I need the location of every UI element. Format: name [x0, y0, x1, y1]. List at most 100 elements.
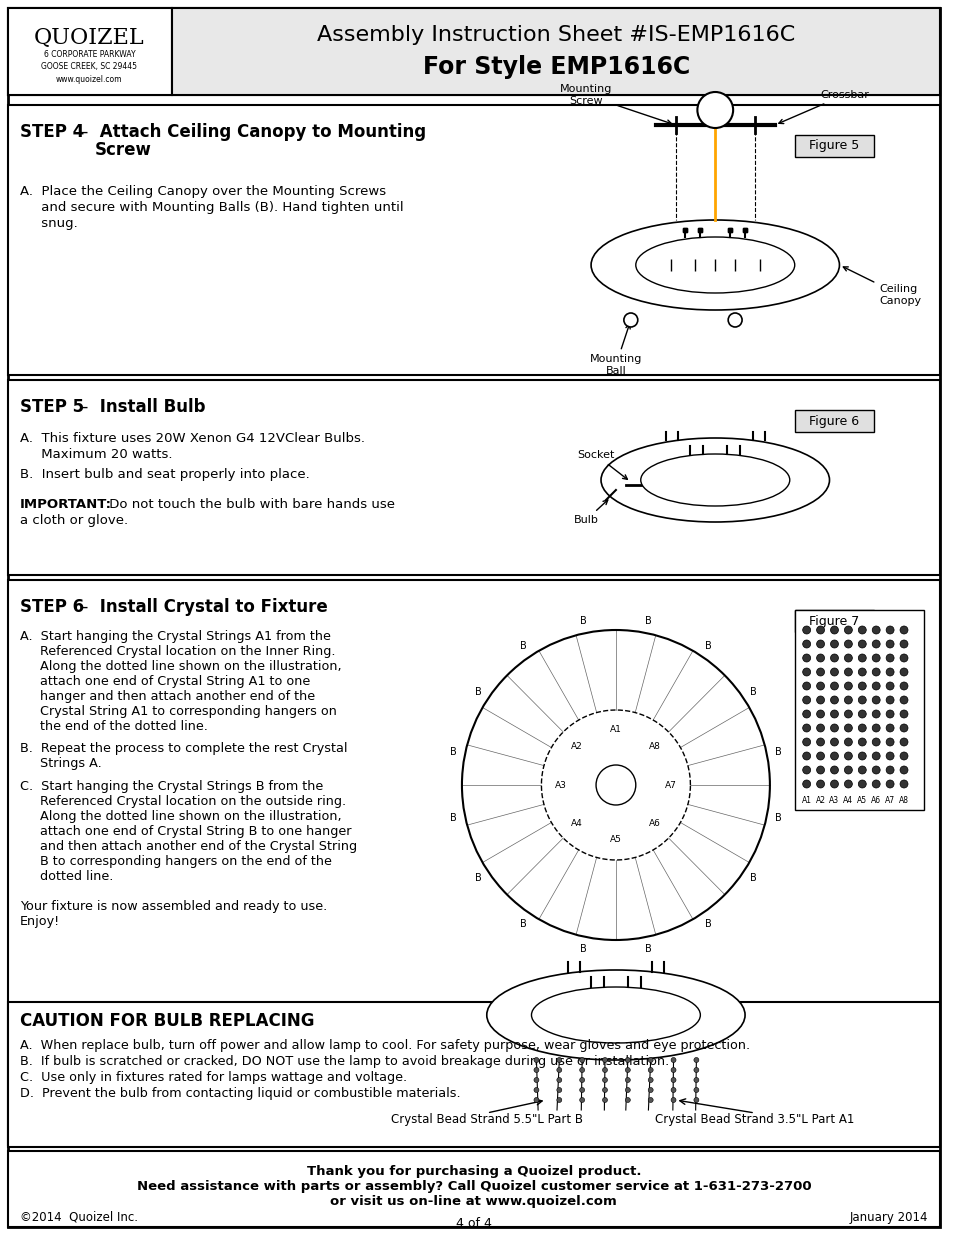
Circle shape	[647, 1088, 653, 1093]
Circle shape	[858, 781, 865, 788]
Circle shape	[830, 752, 838, 760]
Circle shape	[899, 682, 907, 690]
FancyBboxPatch shape	[8, 7, 939, 1228]
Circle shape	[557, 1057, 561, 1062]
FancyBboxPatch shape	[8, 380, 939, 576]
Text: B: B	[775, 747, 781, 757]
Circle shape	[557, 1067, 561, 1072]
Circle shape	[830, 724, 838, 732]
Circle shape	[858, 697, 865, 704]
Circle shape	[801, 766, 810, 774]
Text: B: B	[450, 747, 456, 757]
FancyBboxPatch shape	[8, 7, 172, 95]
Text: snug.: snug.	[20, 217, 77, 230]
Circle shape	[871, 626, 880, 634]
FancyBboxPatch shape	[8, 105, 939, 375]
Text: D.  Prevent the bulb from contacting liquid or combustible materials.: D. Prevent the bulb from contacting liqu…	[20, 1087, 460, 1100]
Circle shape	[843, 752, 851, 760]
Circle shape	[579, 1057, 584, 1062]
Circle shape	[871, 781, 880, 788]
Text: Strings A.: Strings A.	[20, 757, 102, 769]
Text: or visit us on-line at www.quoizel.com: or visit us on-line at www.quoizel.com	[330, 1195, 617, 1208]
Text: B: B	[644, 944, 651, 953]
Circle shape	[647, 1098, 653, 1103]
Circle shape	[871, 668, 880, 676]
Circle shape	[816, 739, 823, 746]
Circle shape	[461, 630, 769, 940]
Circle shape	[579, 1098, 584, 1103]
Circle shape	[727, 312, 741, 327]
Text: Screw: Screw	[94, 141, 152, 159]
Circle shape	[801, 655, 810, 662]
Text: A.  This fixture uses 20W Xenon G4 12VClear Bulbs.: A. This fixture uses 20W Xenon G4 12VCle…	[20, 432, 364, 445]
Circle shape	[816, 655, 823, 662]
Text: Crystal Bead Strand 3.5"L Part A1: Crystal Bead Strand 3.5"L Part A1	[655, 1114, 854, 1126]
Text: 6 CORPORATE PARKWAY
GOOSE CREEK, SC 29445
www.quoizel.com: 6 CORPORATE PARKWAY GOOSE CREEK, SC 2944…	[41, 49, 137, 84]
Text: A5: A5	[857, 797, 866, 805]
Circle shape	[693, 1067, 699, 1072]
Text: hanger and then attach another end of the: hanger and then attach another end of th…	[20, 690, 314, 703]
Circle shape	[801, 668, 810, 676]
Text: ©2014  Quoizel Inc.: ©2014 Quoizel Inc.	[20, 1212, 138, 1224]
Text: January 2014: January 2014	[848, 1212, 927, 1224]
Circle shape	[816, 668, 823, 676]
Circle shape	[899, 626, 907, 634]
Text: dotted line.: dotted line.	[20, 869, 113, 883]
Text: B: B	[474, 687, 481, 698]
Circle shape	[885, 626, 893, 634]
Circle shape	[623, 312, 638, 327]
Circle shape	[858, 766, 865, 774]
Circle shape	[816, 724, 823, 732]
Circle shape	[579, 1077, 584, 1083]
Circle shape	[801, 682, 810, 690]
FancyBboxPatch shape	[794, 610, 873, 632]
Circle shape	[693, 1098, 699, 1103]
Text: B: B	[474, 873, 481, 883]
Circle shape	[871, 739, 880, 746]
Circle shape	[816, 682, 823, 690]
Ellipse shape	[600, 438, 829, 522]
Text: STEP 4: STEP 4	[20, 124, 84, 141]
Circle shape	[830, 781, 838, 788]
Text: B: B	[519, 641, 527, 651]
Text: attach one end of Crystal String B to one hanger: attach one end of Crystal String B to on…	[20, 825, 351, 839]
FancyBboxPatch shape	[794, 410, 873, 432]
Circle shape	[885, 766, 893, 774]
Circle shape	[858, 710, 865, 718]
Circle shape	[602, 1098, 607, 1103]
Circle shape	[843, 739, 851, 746]
Text: –: –	[79, 398, 88, 416]
Text: B: B	[704, 919, 711, 929]
Circle shape	[871, 640, 880, 648]
Circle shape	[534, 1057, 538, 1062]
Circle shape	[830, 668, 838, 676]
Text: A6: A6	[648, 819, 659, 829]
Circle shape	[670, 1077, 676, 1083]
Circle shape	[534, 1088, 538, 1093]
Circle shape	[899, 710, 907, 718]
Text: CAUTION FOR BULB REPLACING: CAUTION FOR BULB REPLACING	[20, 1011, 314, 1030]
Circle shape	[670, 1098, 676, 1103]
Text: A8: A8	[898, 797, 908, 805]
Circle shape	[899, 640, 907, 648]
Text: Figure 7: Figure 7	[808, 615, 859, 627]
Circle shape	[899, 752, 907, 760]
Circle shape	[697, 91, 732, 128]
Text: B: B	[704, 641, 711, 651]
Text: A7: A7	[884, 797, 894, 805]
Circle shape	[647, 1077, 653, 1083]
Text: A4: A4	[571, 819, 582, 829]
Text: B: B	[450, 813, 456, 823]
Text: C.  Use only in fixtures rated for lamps wattage and voltage.: C. Use only in fixtures rated for lamps …	[20, 1071, 407, 1084]
Text: A3: A3	[555, 781, 567, 789]
Circle shape	[830, 697, 838, 704]
Circle shape	[801, 697, 810, 704]
Circle shape	[885, 781, 893, 788]
Text: STEP 6: STEP 6	[20, 598, 84, 616]
Circle shape	[625, 1067, 630, 1072]
Circle shape	[885, 724, 893, 732]
Circle shape	[843, 710, 851, 718]
Text: and secure with Mounting Balls (B). Hand tighten until: and secure with Mounting Balls (B). Hand…	[20, 201, 403, 214]
Text: Crystal String A1 to corresponding hangers on: Crystal String A1 to corresponding hange…	[20, 705, 336, 718]
Text: A.  Start hanging the Crystal Strings A1 from the: A. Start hanging the Crystal Strings A1 …	[20, 630, 331, 643]
